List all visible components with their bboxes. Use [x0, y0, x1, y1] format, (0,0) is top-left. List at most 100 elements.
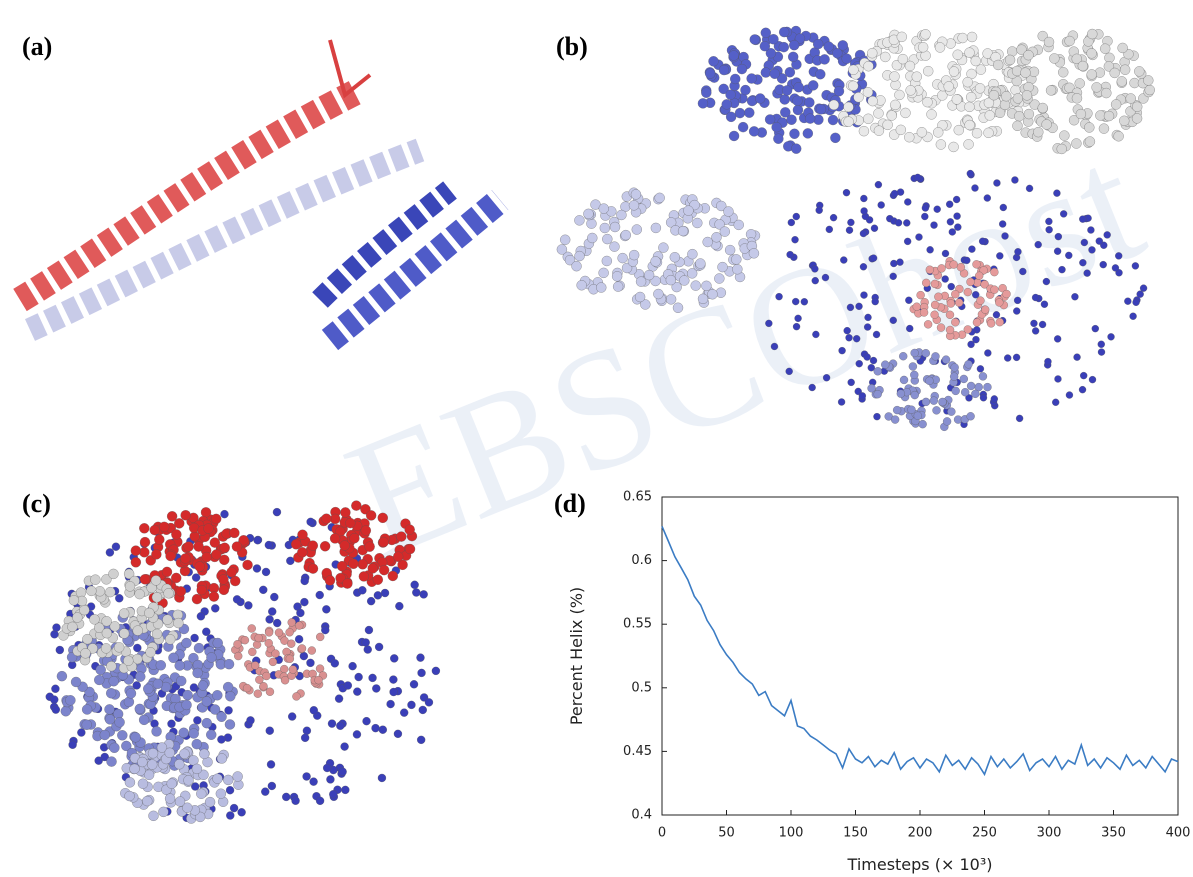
sphere	[179, 748, 190, 759]
sphere	[1086, 69, 1097, 80]
sphere	[287, 618, 296, 627]
sphere	[80, 648, 91, 659]
sphere	[1074, 78, 1085, 89]
sphere	[612, 271, 623, 282]
sphere	[225, 786, 235, 795]
sphere	[137, 778, 149, 789]
sphere	[587, 232, 598, 244]
sphere	[995, 318, 1004, 327]
sphere	[343, 681, 352, 690]
sphere	[175, 586, 187, 597]
sphere	[306, 658, 315, 668]
sphere	[711, 232, 722, 243]
sphere	[165, 634, 176, 645]
y-tick-label: 0.5	[631, 680, 652, 695]
sphere	[890, 259, 898, 268]
sphere	[174, 796, 186, 807]
sphere	[242, 683, 252, 693]
sphere	[65, 695, 76, 706]
sphere	[180, 553, 191, 564]
sphere	[792, 323, 801, 331]
sphere	[882, 119, 893, 131]
sphere	[725, 111, 737, 123]
sphere	[171, 529, 182, 540]
sphere	[724, 244, 736, 256]
sphere	[867, 48, 878, 59]
sphere	[1025, 184, 1034, 193]
sphere	[859, 263, 868, 271]
sphere	[366, 597, 376, 606]
sphere	[348, 558, 359, 569]
sphere	[268, 607, 277, 616]
sphere	[232, 771, 243, 782]
sphere	[336, 561, 348, 572]
sphere	[874, 181, 883, 189]
sphere	[779, 26, 790, 38]
sphere	[923, 66, 934, 77]
sphere	[104, 714, 116, 725]
sphere	[598, 267, 609, 279]
sphere	[701, 87, 712, 98]
sphere	[377, 512, 388, 523]
sphere	[889, 272, 897, 280]
sphere	[1119, 64, 1131, 75]
sphere	[294, 635, 304, 644]
sphere	[920, 29, 931, 40]
sphere	[855, 302, 863, 310]
sphere	[917, 42, 929, 53]
sphere	[390, 654, 399, 663]
sphere	[892, 405, 902, 415]
sphere	[364, 625, 374, 635]
sphere	[349, 533, 360, 544]
sphere	[1059, 130, 1070, 141]
sphere	[847, 218, 855, 227]
sphere	[953, 124, 964, 136]
sphere	[266, 760, 276, 769]
sphere	[118, 608, 130, 619]
sphere	[233, 640, 242, 649]
sphere	[166, 778, 177, 789]
sphere	[959, 374, 968, 384]
sphere	[1079, 215, 1087, 223]
sphere	[748, 126, 760, 137]
sphere	[785, 367, 793, 376]
sphere	[781, 85, 793, 96]
sphere	[840, 256, 848, 264]
sphere	[202, 627, 211, 636]
sphere	[419, 693, 429, 702]
sphere	[988, 90, 1000, 101]
sphere	[1110, 99, 1122, 110]
sphere	[802, 128, 813, 139]
sphere	[307, 563, 319, 574]
sphere	[821, 273, 830, 282]
sphere	[635, 276, 647, 287]
sphere	[174, 518, 185, 529]
sphere	[930, 221, 938, 229]
sphere	[208, 591, 220, 602]
sphere	[918, 420, 927, 429]
sphere	[780, 107, 791, 118]
sphere	[329, 790, 338, 799]
sphere	[373, 591, 383, 600]
sphere	[921, 397, 931, 407]
sphere	[926, 246, 934, 254]
sphere	[407, 700, 416, 710]
sphere	[896, 31, 907, 42]
sphere	[867, 95, 878, 107]
sphere	[261, 567, 271, 577]
sphere	[1091, 324, 1099, 333]
sphere	[217, 735, 226, 744]
sphere	[728, 50, 739, 61]
sphere	[211, 604, 220, 613]
sphere	[1113, 131, 1124, 142]
sphere	[574, 250, 585, 262]
sphere	[1045, 217, 1053, 226]
sphere	[158, 806, 169, 818]
sphere	[654, 192, 665, 204]
sphere	[903, 219, 911, 227]
sphere	[634, 291, 646, 303]
sphere	[631, 224, 642, 235]
sphere	[948, 141, 959, 153]
sphere	[841, 53, 852, 64]
sphere	[72, 612, 83, 623]
